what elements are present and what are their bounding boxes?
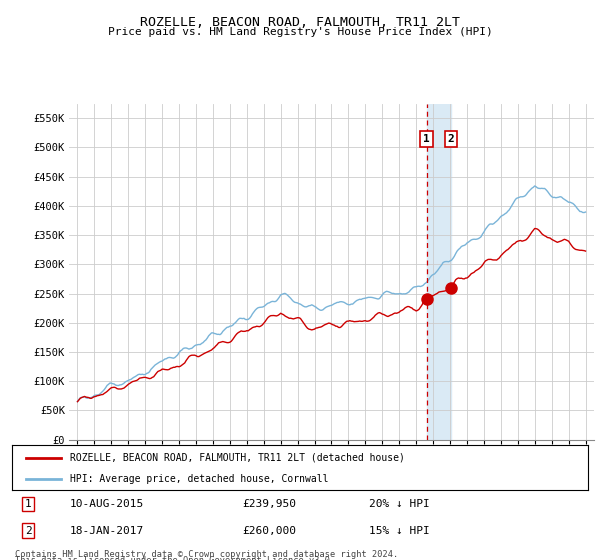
Text: ROZELLE, BEACON ROAD, FALMOUTH, TR11 2LT (detached house): ROZELLE, BEACON ROAD, FALMOUTH, TR11 2LT… [70,452,404,463]
Text: Price paid vs. HM Land Registry's House Price Index (HPI): Price paid vs. HM Land Registry's House … [107,27,493,37]
Text: Contains HM Land Registry data © Crown copyright and database right 2024.: Contains HM Land Registry data © Crown c… [15,550,398,559]
Text: HPI: Average price, detached house, Cornwall: HPI: Average price, detached house, Corn… [70,474,328,484]
Text: 15% ↓ HPI: 15% ↓ HPI [369,526,430,536]
Text: 10-AUG-2015: 10-AUG-2015 [70,499,144,509]
Text: 2: 2 [448,134,454,144]
Text: 2: 2 [25,526,32,536]
Text: £260,000: £260,000 [242,526,296,536]
Text: 20% ↓ HPI: 20% ↓ HPI [369,499,430,509]
Text: 1: 1 [25,499,32,509]
Text: 1: 1 [423,134,430,144]
Text: 18-JAN-2017: 18-JAN-2017 [70,526,144,536]
Bar [427,104,451,440]
Text: This data is licensed under the Open Government Licence v3.0.: This data is licensed under the Open Gov… [15,556,335,560]
Text: ROZELLE, BEACON ROAD, FALMOUTH, TR11 2LT: ROZELLE, BEACON ROAD, FALMOUTH, TR11 2LT [140,16,460,29]
Text: £239,950: £239,950 [242,499,296,509]
